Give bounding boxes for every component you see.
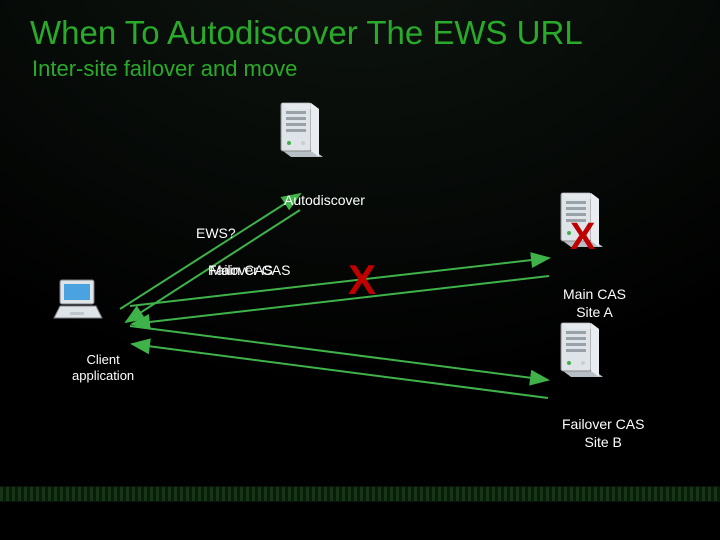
failover-cas-server-icon: [555, 319, 605, 386]
failover-cas-label: Failover CASSite B: [562, 416, 644, 451]
slide: { "title": { "text": "When To Autodiscov…: [0, 0, 720, 540]
accent-bar: [0, 486, 720, 502]
x-mark-arrow: X: [348, 256, 376, 304]
failover-cas-annotation: Failover CAS: [208, 262, 290, 280]
client-label: Clientapplication: [72, 352, 134, 385]
ews-annotation: EWS?: [196, 225, 236, 243]
slide-title: When To Autodiscover The EWS URL: [30, 14, 583, 52]
x-mark-maincas: X: [570, 216, 595, 259]
main-cas-label: Main CASSite A: [563, 286, 626, 321]
autodiscover-label: Autodiscover: [284, 192, 365, 210]
autodiscover-server-icon: [275, 99, 325, 166]
client-laptop-icon: [52, 278, 104, 327]
slide-subtitle: Inter-site failover and move: [32, 56, 297, 82]
